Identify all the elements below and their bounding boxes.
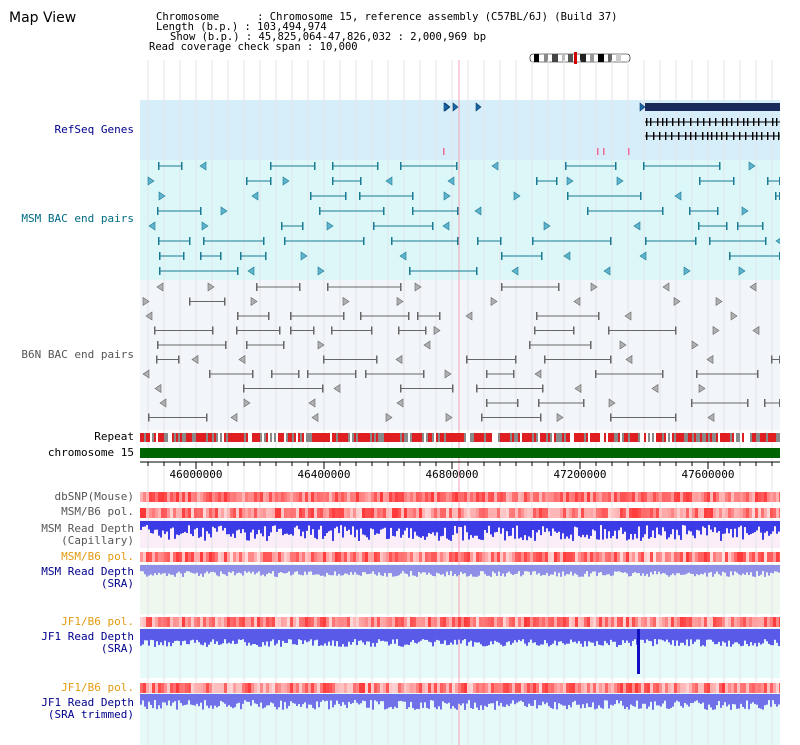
track-label-dbsnp[interactable]: dbSNP(Mouse) — [54, 490, 134, 503]
coverage-span-info: Read coverage check span : 10,000 — [149, 41, 358, 53]
b6n-bac-pairs[interactable] — [142, 282, 780, 423]
track-label-jf1-b6-pol-1[interactable]: JF1/B6 pol. — [61, 615, 134, 628]
position-axis: 46000000 46400000 46800000 47200000 4760… — [140, 461, 780, 481]
track-label-msm-b6-pol-2[interactable]: MSM/B6 pol. — [61, 550, 134, 563]
genome-map-plot[interactable]: 46000000 46400000 46800000 47200000 4760… — [140, 0, 780, 745]
track-label-chromosome[interactable]: chromosome 15 — [47, 446, 134, 459]
axis-tick-46800000: 46800000 — [426, 468, 479, 481]
b6n-bac-track-bg — [140, 280, 780, 430]
show-info: Show (b.p.) : 45,825,064-47,826,032 : 2,… — [170, 31, 487, 43]
chromosome-ideogram[interactable] — [528, 52, 634, 64]
track-label-jf1-b6-pol-2[interactable]: JF1/B6 pol. — [61, 681, 134, 694]
msm-b6-pol-heatmap-1 — [140, 508, 780, 518]
length-info: Length (b.p.) : 103,494,974 — [156, 21, 327, 33]
msm-b6-pol-heatmap-2 — [140, 552, 780, 562]
msm-bac-pairs[interactable] — [147, 161, 780, 276]
page-title: Map View — [9, 10, 77, 26]
track-label-msm-bac-end-pairs[interactable]: MSM BAC end pairs — [21, 212, 134, 225]
msm-read-depth-sra-plot — [140, 565, 780, 577]
chromosome-bar — [140, 448, 780, 458]
refseq-genes[interactable] — [443, 102, 780, 155]
axis-tick-46400000: 46400000 — [298, 468, 351, 481]
jf1-b6-pol-heatmap-2 — [140, 683, 780, 693]
track-label-b6n-bac-end-pairs[interactable]: B6N BAC end pairs — [21, 348, 134, 361]
chromosome-info: Chromosome : Chromosome 15, reference as… — [156, 11, 618, 23]
track-label-repeat[interactable]: Repeat — [94, 430, 134, 443]
axis-tick-47600000: 47600000 — [682, 468, 735, 481]
track-label-msm-b6-pol-1[interactable]: MSM/B6 pol. — [61, 505, 134, 518]
track-label-msm-read-depth-sra[interactable]: MSM Read Depth (SRA) — [41, 565, 134, 590]
dbsnp-heatmap — [140, 492, 780, 502]
jf1-b6-pol-heatmap-1 — [140, 617, 780, 627]
msm-bac-track-bg — [140, 160, 780, 280]
axis-tick-46000000: 46000000 — [170, 468, 223, 481]
msm-read-depth-capillary-plot — [140, 521, 780, 541]
track-label-jf1-read-depth-sra[interactable]: JF1 Read Depth (SRA) — [41, 630, 134, 655]
track-label-jf1-read-depth-trimmed[interactable]: JF1 Read Depth (SRA trimmed) — [41, 696, 134, 721]
axis-tick-47200000: 47200000 — [554, 468, 607, 481]
repeat-track — [140, 433, 780, 442]
jf1-read-depth-sra-plot — [140, 629, 780, 674]
track-label-msm-read-depth-capillary[interactable]: MSM Read Depth (Capillary) — [41, 522, 134, 547]
track-label-refseq-genes[interactable]: RefSeq Genes — [54, 123, 134, 136]
jf1-read-depth-trimmed-plot — [140, 694, 780, 710]
